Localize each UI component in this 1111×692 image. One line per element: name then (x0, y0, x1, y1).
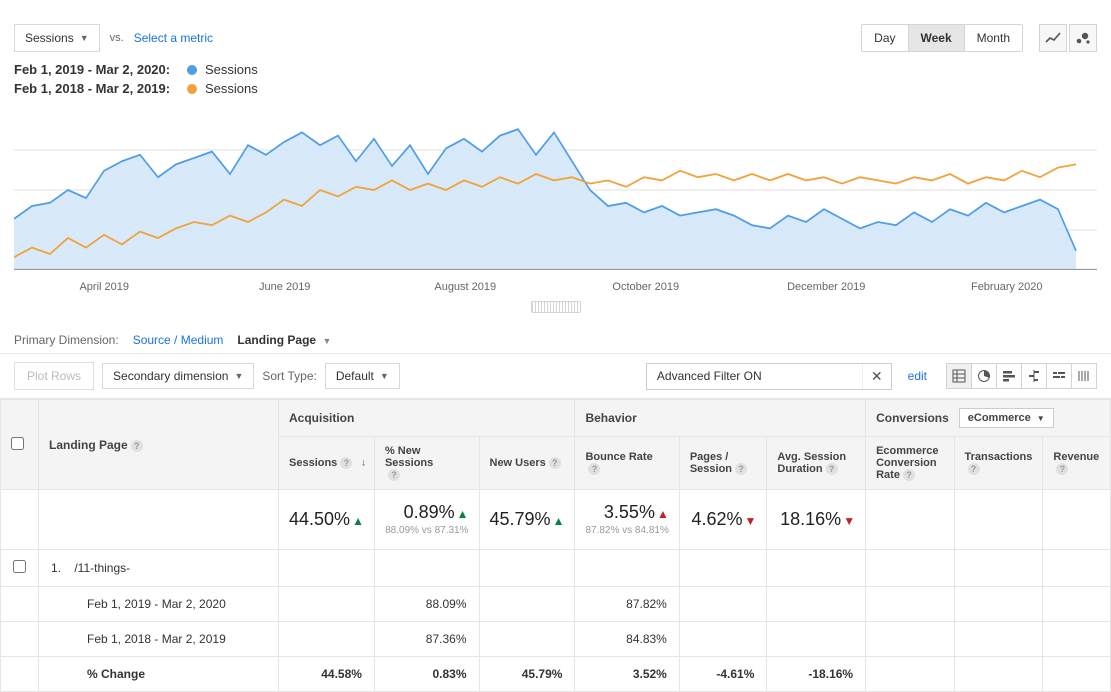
arrow-up-red-icon: ▲ (657, 507, 669, 521)
granularity-switch: Day Week Month (861, 24, 1023, 52)
arrow-down-icon: ▼ (843, 514, 855, 528)
help-icon[interactable]: ? (131, 440, 143, 452)
col-ecom-rate[interactable]: Ecommerce Conversion Rate? (866, 437, 954, 490)
legend-range-b: Feb 1, 2018 - Mar 2, 2019: (14, 81, 179, 96)
caret-down-icon: ▼ (234, 371, 243, 381)
bar-view-icon[interactable] (996, 363, 1022, 389)
metric-label: Sessions (25, 31, 74, 45)
caret-down-icon: ▼ (322, 336, 331, 346)
dim-source-medium[interactable]: Source / Medium (133, 333, 224, 347)
table-row: Feb 1, 2018 - Mar 2, 2019 87.36%84.83% (1, 622, 1111, 657)
legend-range-a: Feb 1, 2019 - Mar 2, 2020: (14, 62, 179, 77)
legend-dot-a (187, 65, 197, 75)
granularity-day[interactable]: Day (862, 25, 908, 51)
sort-type-label: Sort Type: (262, 369, 316, 383)
col-revenue[interactable]: Revenue? (1043, 437, 1111, 490)
caret-down-icon: ▼ (380, 371, 389, 381)
term-cloud-icon[interactable] (1046, 363, 1072, 389)
group-behavior: Behavior (575, 400, 866, 437)
table-view-icon[interactable] (946, 363, 972, 389)
sort-type-dropdown[interactable]: Default ▼ (325, 363, 400, 389)
clear-filter-icon[interactable]: ✕ (862, 364, 891, 389)
pie-view-icon[interactable] (971, 363, 997, 389)
plot-rows-button: Plot Rows (14, 362, 94, 390)
metric-dropdown[interactable]: Sessions ▼ (14, 24, 100, 52)
col-pages[interactable]: Pages / Session? (679, 437, 767, 490)
motion-chart-icon[interactable] (1069, 24, 1097, 52)
sessions-chart (14, 110, 1097, 270)
primary-dimension-label: Primary Dimension: (14, 333, 119, 347)
col-sessions[interactable]: Sessions?↓ (279, 437, 375, 490)
select-metric-link[interactable]: Select a metric (134, 31, 213, 45)
sort-indicator-icon: ↓ (361, 458, 366, 469)
caret-down-icon: ▼ (80, 33, 89, 43)
col-pct-new[interactable]: % New Sessions? (374, 437, 479, 490)
col-avg-dur[interactable]: Avg. Session Duration? (767, 437, 866, 490)
advanced-filter-box: Advanced Filter ON ✕ (646, 363, 892, 390)
select-all-checkbox[interactable] (11, 437, 24, 450)
arrow-up-icon: ▲ (352, 514, 364, 528)
arrow-up-icon: ▲ (553, 514, 565, 528)
granularity-month[interactable]: Month (965, 25, 1022, 51)
x-axis-labels: April 2019June 2019August 2019October 20… (0, 279, 1111, 293)
group-acquisition: Acquisition (279, 400, 575, 437)
group-conversions: Conversions eCommerce ▼ (866, 400, 1111, 437)
arrow-down-icon: ▼ (745, 514, 757, 528)
conversions-dropdown[interactable]: eCommerce ▼ (959, 408, 1054, 428)
table-row: Feb 1, 2019 - Mar 2, 2020 88.09%87.82% (1, 587, 1111, 622)
summary-row: 44.50%▲ 0.89%▲88.09% vs 87.31% 45.79%▲ 3… (1, 490, 1111, 550)
arrow-up-icon: ▲ (457, 507, 469, 521)
col-transactions[interactable]: Transactions? (954, 437, 1043, 490)
filter-text: Advanced Filter ON (647, 364, 862, 388)
col-new-users[interactable]: New Users? (479, 437, 575, 490)
comparison-view-icon[interactable] (1021, 363, 1047, 389)
pivot-view-icon[interactable] (1071, 363, 1097, 389)
line-chart-icon[interactable] (1039, 24, 1067, 52)
dim-landing-page[interactable]: Landing Page ▼ (237, 333, 331, 347)
granularity-week[interactable]: Week (909, 25, 965, 51)
vs-label: vs. (110, 32, 124, 44)
row-checkbox[interactable] (13, 560, 26, 573)
table-row: % Change 44.58%0.83%45.79%3.52%-4.61%-18… (1, 657, 1111, 692)
col-landing-page[interactable]: Landing Page? (39, 400, 279, 490)
edit-filter-link[interactable]: edit (908, 369, 927, 383)
chart-resize-handle[interactable] (531, 301, 581, 313)
legend-label-b: Sessions (205, 81, 258, 96)
col-bounce[interactable]: Bounce Rate? (575, 437, 679, 490)
secondary-dimension-dropdown[interactable]: Secondary dimension ▼ (102, 363, 254, 389)
caret-down-icon: ▼ (1037, 414, 1045, 423)
table-row: 1. /11-things- (1, 550, 1111, 587)
legend-dot-b (187, 84, 197, 94)
data-table: Landing Page? Acquisition Behavior Conve… (0, 399, 1111, 692)
legend-label-a: Sessions (205, 62, 258, 77)
